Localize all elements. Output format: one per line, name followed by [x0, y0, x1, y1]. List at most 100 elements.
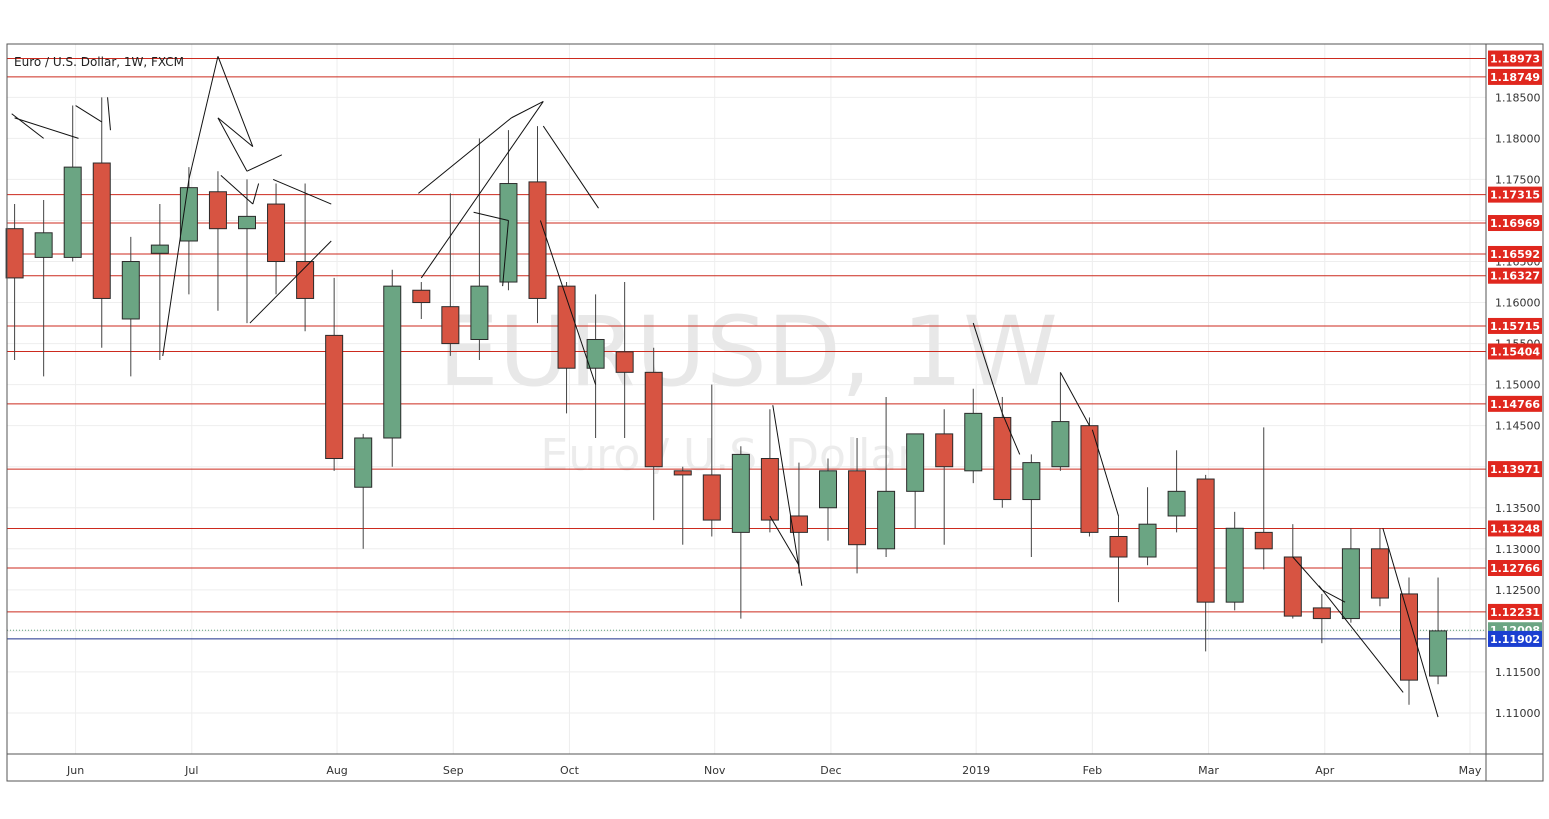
candle	[238, 179, 256, 324]
y-tick-label: 1.17500	[1495, 173, 1541, 186]
x-tick-label: Apr	[1315, 764, 1335, 777]
time-axis[interactable]: Jun Jul Aug Sep Oct Nov Dec 2019 Feb Mar Apr May	[66, 764, 1482, 777]
trendline	[502, 220, 509, 287]
candle	[644, 347, 663, 521]
candle-body-down	[208, 191, 227, 230]
x-tick-label: Feb	[1083, 764, 1102, 777]
x-tick-label: 2019	[962, 764, 990, 777]
candle-body-up	[238, 215, 256, 230]
candle	[848, 437, 867, 574]
candle	[557, 282, 576, 414]
level-tag-box	[1488, 603, 1542, 620]
candle-body-down	[5, 228, 24, 279]
candle	[1370, 528, 1389, 607]
level-tag-box	[1488, 50, 1542, 67]
candle-body-up	[354, 437, 373, 488]
x-tick-label: Jul	[184, 764, 198, 777]
candle-body-down	[702, 474, 721, 521]
candle-body-up	[179, 187, 198, 242]
candle-body-down	[557, 285, 576, 369]
candle-body-down	[1312, 607, 1331, 620]
candle	[1051, 372, 1070, 471]
candle-body-up	[121, 261, 140, 320]
x-tick-label: Sep	[443, 764, 464, 777]
candle	[906, 433, 925, 529]
trendline	[249, 240, 332, 324]
candle	[412, 282, 431, 319]
candle	[325, 277, 344, 471]
x-tick-label: Aug	[326, 764, 347, 777]
level-tag-box	[1488, 560, 1542, 577]
y-tick-label: 1.11000	[1495, 707, 1541, 720]
candle	[935, 409, 954, 545]
candle	[1080, 417, 1099, 537]
trendline	[542, 125, 599, 209]
candle-body-up	[63, 166, 82, 258]
candle	[1109, 515, 1128, 603]
x-tick-label: Dec	[820, 764, 841, 777]
candle-body-up	[877, 490, 896, 550]
level-tag-label: 1.18973	[1490, 53, 1540, 66]
candle	[528, 126, 547, 324]
candle-body-up	[731, 453, 750, 533]
candle	[267, 183, 286, 295]
level-tag: 1.16327	[1488, 267, 1542, 284]
level-tag: 1.15404	[1488, 343, 1542, 360]
trendline	[769, 515, 800, 566]
level-tag-box	[1488, 267, 1542, 284]
candle	[586, 294, 605, 438]
x-tick-label: Oct	[560, 764, 580, 777]
level-tag-label: 1.16969	[1490, 217, 1540, 230]
candle-body-down	[528, 181, 547, 299]
candle	[1022, 454, 1041, 558]
level-tag: 1.18749	[1488, 68, 1542, 85]
candle-body-down	[789, 515, 808, 533]
candle-body-up	[906, 433, 925, 492]
candle-body-down	[92, 162, 111, 299]
y-tick-label: 1.16000	[1495, 297, 1541, 310]
level-tag: 1.18973	[1488, 50, 1542, 67]
trendline	[217, 117, 248, 172]
candle-body-down	[1254, 531, 1273, 550]
level-tag-box	[1488, 461, 1542, 478]
candle-body-down	[848, 470, 867, 546]
trendline	[420, 101, 544, 279]
level-tag: 1.17315	[1488, 186, 1542, 203]
trendline	[252, 183, 260, 205]
reference-tag-box	[1488, 630, 1542, 647]
candle	[1225, 511, 1244, 611]
level-tag-box	[1488, 343, 1542, 360]
trendline	[75, 105, 103, 123]
trendline	[1382, 528, 1439, 718]
trendline	[539, 220, 597, 385]
candle	[179, 167, 198, 295]
candle-body-down	[644, 371, 663, 468]
candle	[993, 396, 1012, 508]
candle	[702, 384, 721, 537]
candle	[877, 396, 896, 558]
level-tag-label: 1.12766	[1490, 562, 1540, 575]
candle	[121, 236, 140, 377]
candle-body-up	[1225, 527, 1244, 603]
candle	[63, 105, 82, 262]
candle-body-down	[615, 351, 634, 373]
candle-body-up	[586, 338, 605, 369]
candle	[615, 282, 634, 438]
level-tag-box	[1488, 68, 1542, 85]
level-tag: 1.12766	[1488, 560, 1542, 577]
trendline	[1292, 556, 1323, 591]
trendline	[188, 56, 219, 180]
candle	[1341, 528, 1360, 623]
level-tag-label: 1.13248	[1490, 522, 1540, 535]
candle-body-down	[1370, 548, 1389, 599]
grid	[7, 44, 1486, 754]
trendline	[772, 405, 803, 586]
trendline	[11, 113, 44, 139]
candle-body-down	[412, 289, 431, 304]
candle-body-down	[1080, 425, 1099, 533]
candle-body-up	[383, 285, 402, 439]
candle	[441, 193, 460, 356]
candle	[789, 462, 808, 574]
